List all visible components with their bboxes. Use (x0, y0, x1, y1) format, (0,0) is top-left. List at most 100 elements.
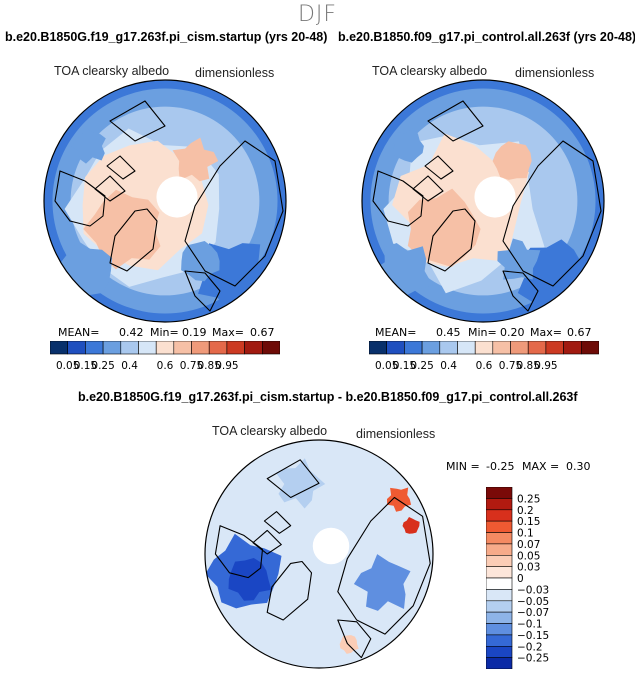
panel2-colorbar-tick-label: 0.15 (393, 360, 416, 372)
panel1-colorbar-box (155, 341, 175, 355)
coastline-scandinavia (337, 619, 372, 659)
panel1-colorbar-box (226, 341, 245, 355)
panel1-colorbar-box (85, 341, 104, 355)
panel3-colorbar-box (486, 532, 513, 545)
panel1-variable-label: TOA clearsky albedo (54, 64, 170, 78)
panel2-colorbar-box (404, 341, 423, 355)
panel3-max-value: 0.30 (566, 460, 591, 473)
panel3-colorbar-box (486, 509, 513, 522)
panel3-colorbar-box (486, 543, 513, 556)
panel1-colorbar-box (173, 341, 192, 355)
panel1-colorbar-tick-label: 0.4 (121, 360, 138, 372)
coastline-greenland (266, 560, 313, 621)
panel2-mean-value: 0.45 (436, 326, 461, 339)
panel1-units-label: dimensionless (195, 66, 275, 80)
season-title: DJF (297, 2, 338, 27)
panel1-title: b.e20.B1850G.f19_g17.263f.pi_cism.startu… (5, 30, 328, 44)
panel3-variable-label: TOA clearsky albedo (212, 424, 328, 438)
coastline-islands (263, 511, 292, 534)
panel2-colorbar-tick-label: 0.95 (534, 360, 557, 372)
panel1-colorbar: 0.050.150.25 0.4 0.6 0.750.850.95 (50, 341, 280, 372)
coastline-greenland (427, 208, 476, 272)
panel1-colorbar-tick-label: 0.25 (91, 360, 114, 372)
panel2-colorbar-tick-label: 0.05 (375, 360, 398, 372)
panel3-colorbar-tick-label: 0.05 (517, 550, 540, 562)
panel2-polar-map (361, 79, 605, 323)
panel3-colorbar-box (486, 577, 513, 590)
panel1-colorbar-tick-label: 0.05 (56, 360, 79, 372)
panel3-colorbar-box (486, 611, 513, 624)
panel3-colorbar-box (486, 498, 513, 511)
coastline-islands (252, 529, 282, 555)
panel3-colorbar-tick-label: 0.2 (517, 505, 534, 517)
panel1-mean-value: 0.42 (119, 326, 144, 339)
coastline-greenland (109, 208, 158, 272)
panel1-mean-label: MEAN= (58, 326, 100, 339)
panel3-units-label: dimensionless (356, 427, 436, 441)
panel1-colorbar-box (208, 341, 228, 355)
coastline-eurasia (337, 496, 431, 635)
coastline-eurasia (184, 140, 284, 287)
panel3-colorbar-box (486, 600, 513, 613)
coastline-north-america (54, 170, 106, 227)
panel3-colorbar-box (486, 487, 513, 499)
panel3-contour-fill (205, 440, 433, 668)
panel3-polar-map (204, 439, 434, 669)
panel3-max-label: MAX = (522, 460, 560, 473)
panel2-variable-label: TOA clearsky albedo (372, 64, 488, 78)
panel1-colorbar-box (244, 341, 263, 355)
panel3-colorbar-tick-label: −0.15 (517, 630, 549, 642)
panel2-min-value: 0.20 (500, 326, 525, 339)
panel3-colorbar-tick-label: 0.25 (517, 493, 540, 505)
panel1-max-value: 0.67 (250, 326, 275, 339)
panel2-colorbar-box (510, 341, 529, 355)
panel1-colorbar-tick-label: 0.6 (157, 360, 174, 372)
panel3-colorbar-box (486, 566, 513, 579)
panel3-colorbar-tick-label: −0.25 (517, 653, 549, 665)
panel2-colorbar-tick-label: 0.25 (410, 360, 433, 372)
panel2-units-label: dimensionless (515, 66, 595, 80)
panel2-colorbar-box (421, 341, 441, 355)
panel3-colorbar-tick-label: 0.15 (517, 516, 540, 528)
panel1-polar-map (43, 79, 287, 323)
panel1-colorbar-tick-label: 0.85 (198, 360, 221, 372)
panel2-colorbar-box (474, 341, 494, 355)
panel3-colorbar-tick-label: 0.07 (517, 539, 540, 551)
panel1-min-label: Min= (150, 326, 179, 339)
panel3-colorbar-tick-label: 0.1 (517, 528, 534, 540)
panel2-colorbar-box (563, 341, 582, 355)
panel3-min-label: MIN = (446, 460, 480, 473)
panel2-colorbar-box (439, 341, 458, 355)
panel2-colorbar-box (457, 341, 476, 355)
panel2-colorbar-box (581, 341, 599, 355)
panel3-title: b.e20.B1850G.f19_g17.263f.pi_cism.startu… (78, 390, 578, 404)
panel3-colorbar: 0.250.20.150.10.070.050.030−0.03−0.05−0.… (486, 487, 549, 669)
panel3-colorbar-tick-label: −0.1 (517, 619, 543, 631)
panel1-min-value: 0.19 (182, 326, 207, 339)
panel2-title: b.e20.B1850.f09_g17.pi_control.all.263f … (338, 30, 635, 44)
panel3-colorbar-box (486, 646, 513, 659)
panel2-min-label: Min= (468, 326, 497, 339)
coastline-alaska (266, 459, 320, 499)
panel2-colorbar-box (545, 341, 564, 355)
panel3-colorbar-box (486, 657, 513, 669)
panel1-colorbar-box (67, 341, 86, 355)
panel1-colorbar-tick-label: 0.95 (215, 360, 238, 372)
panel1-colorbar-box (102, 341, 122, 355)
panel3-colorbar-box (486, 520, 513, 533)
panel3-colorbar-tick-label: −0.03 (517, 584, 549, 596)
panel2-colorbar-tick-label: 0.6 (476, 360, 493, 372)
panel2-colorbar-tick-label: 0.75 (499, 360, 522, 372)
panel1-colorbar-box (50, 341, 69, 355)
panel1-colorbar-box (191, 341, 210, 355)
coastline-islands (94, 175, 126, 202)
panel3-colorbar-tick-label: −0.07 (517, 607, 549, 619)
panel1-colorbar-box (120, 341, 139, 355)
panel1-colorbar-tick-label: 0.75 (180, 360, 203, 372)
panel3-colorbar-tick-label: 0 (517, 573, 524, 585)
panel3-colorbar-tick-label: 0.03 (517, 562, 540, 574)
panel2-mean-label: MEAN= (375, 326, 417, 339)
panel2-contour-fill (362, 80, 604, 322)
panel3-colorbar-box (486, 555, 513, 568)
coastline-north-america (372, 170, 424, 227)
